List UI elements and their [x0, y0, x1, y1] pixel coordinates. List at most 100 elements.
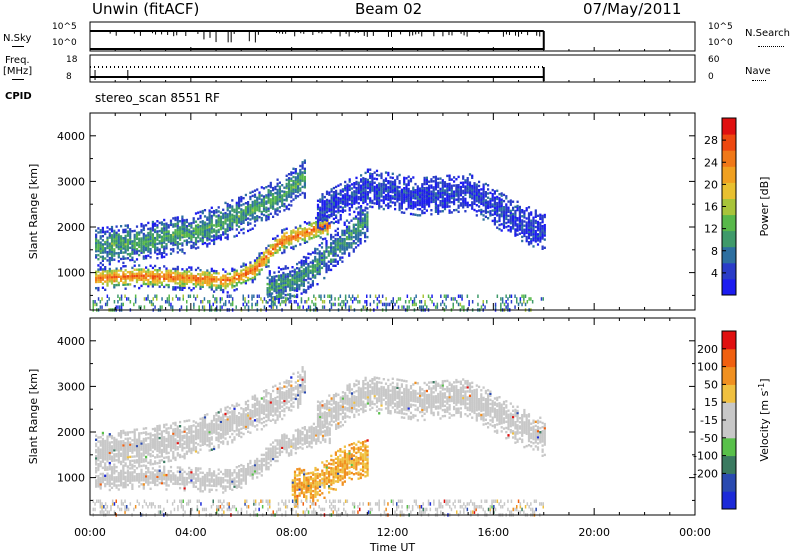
- data-cell: [300, 261, 303, 265]
- data-cell: [213, 480, 216, 483]
- data-cell: [192, 243, 195, 247]
- data-cell: [99, 485, 102, 488]
- data-cell: [364, 213, 367, 216]
- data-cell: [194, 481, 198, 484]
- data-cell: [262, 253, 266, 256]
- data-cell: [414, 191, 417, 194]
- ground-scatter-cell: [231, 300, 234, 304]
- data-cell: [437, 177, 440, 180]
- data-cell: [341, 252, 344, 255]
- data-cell: [169, 275, 173, 279]
- ground-scatter-cell: [170, 302, 172, 307]
- data-cell: [163, 241, 166, 244]
- data-cell: [283, 194, 286, 198]
- data-cell: [108, 234, 111, 237]
- data-cell: [344, 205, 347, 208]
- data-cell: [108, 457, 111, 461]
- data-cell: [280, 288, 283, 291]
- data-cell: [325, 250, 328, 253]
- data-cell: [290, 189, 293, 193]
- data-cell: [369, 168, 372, 171]
- data-cell: [185, 472, 188, 476]
- data-cell: [297, 231, 300, 235]
- data-cell: [185, 280, 188, 283]
- data-cell: [267, 244, 270, 247]
- data-cell: [332, 199, 335, 202]
- data-cell: [518, 228, 521, 231]
- data-cell: [268, 274, 271, 277]
- data-cell: [308, 426, 311, 429]
- data-cell: [222, 282, 225, 286]
- data-cell: [138, 239, 141, 242]
- data-cell: [484, 182, 487, 186]
- data-cell: [282, 277, 285, 281]
- data-cell: [405, 195, 408, 198]
- data-cell: [190, 224, 193, 227]
- ground-scatter-cell: [330, 294, 333, 298]
- data-cell: [336, 254, 339, 257]
- data-cell: [317, 228, 320, 231]
- data-cell: [253, 271, 257, 275]
- data-cell: [135, 475, 139, 478]
- data-cell: [247, 201, 250, 204]
- data-cell: [108, 463, 111, 467]
- data-cell: [303, 233, 306, 236]
- ground-scatter-cell: [510, 300, 513, 304]
- data-cell: [287, 177, 291, 180]
- data-cell: [337, 184, 340, 187]
- data-cell: [409, 192, 413, 195]
- data-cell: [434, 177, 437, 181]
- data-cell: [416, 189, 419, 192]
- data-cell: [297, 233, 300, 237]
- data-cell: [231, 282, 234, 285]
- data-cell: [343, 231, 346, 235]
- data-cell: [238, 473, 241, 476]
- data-cell: [228, 487, 232, 490]
- data-cell: [244, 212, 247, 215]
- data-cell: [145, 278, 148, 282]
- data-cell: [247, 211, 250, 214]
- data-cell: [326, 220, 329, 224]
- data-cell: [142, 483, 145, 486]
- ground-scatter-cell: [293, 294, 296, 298]
- data-cell: [505, 195, 508, 198]
- data-cell: [199, 220, 202, 224]
- data-cell: [226, 202, 229, 206]
- data-cell: [294, 196, 297, 200]
- data-cell: [190, 238, 193, 241]
- data-cell: [179, 482, 182, 486]
- data-cell: [446, 199, 449, 202]
- data-cell: [498, 217, 501, 221]
- ground-scatter-cell: [120, 302, 123, 307]
- data-cell: [131, 485, 134, 488]
- data-cell: [208, 225, 211, 229]
- data-cell: [238, 272, 241, 276]
- data-cell: [278, 449, 281, 452]
- data-cell: [176, 230, 179, 234]
- data-cell: [516, 227, 519, 230]
- data-cell: [165, 267, 168, 270]
- data-cell: [344, 195, 347, 198]
- data-cell: [129, 232, 132, 235]
- data-cell: [238, 221, 241, 224]
- data-cell: [345, 248, 349, 251]
- data-cell: [122, 469, 125, 472]
- data-cell: [283, 441, 286, 444]
- data-cell: [364, 192, 367, 195]
- data-cell: [267, 197, 270, 200]
- data-cell: [274, 239, 277, 242]
- data-cell: [104, 482, 107, 486]
- data-cell: [120, 275, 123, 278]
- data-cell: [228, 272, 232, 276]
- data-cell: [95, 463, 98, 466]
- data-cell: [217, 468, 220, 471]
- data-cell: [145, 242, 148, 245]
- data-cell: [210, 275, 213, 279]
- data-cell: [302, 278, 305, 281]
- data-cell: [489, 206, 492, 209]
- data-cell: [502, 206, 506, 209]
- data-cell: [457, 190, 460, 193]
- data-cell: [493, 200, 496, 203]
- data-cell: [201, 232, 204, 235]
- nsky-tick-top: 10^5: [52, 22, 77, 32]
